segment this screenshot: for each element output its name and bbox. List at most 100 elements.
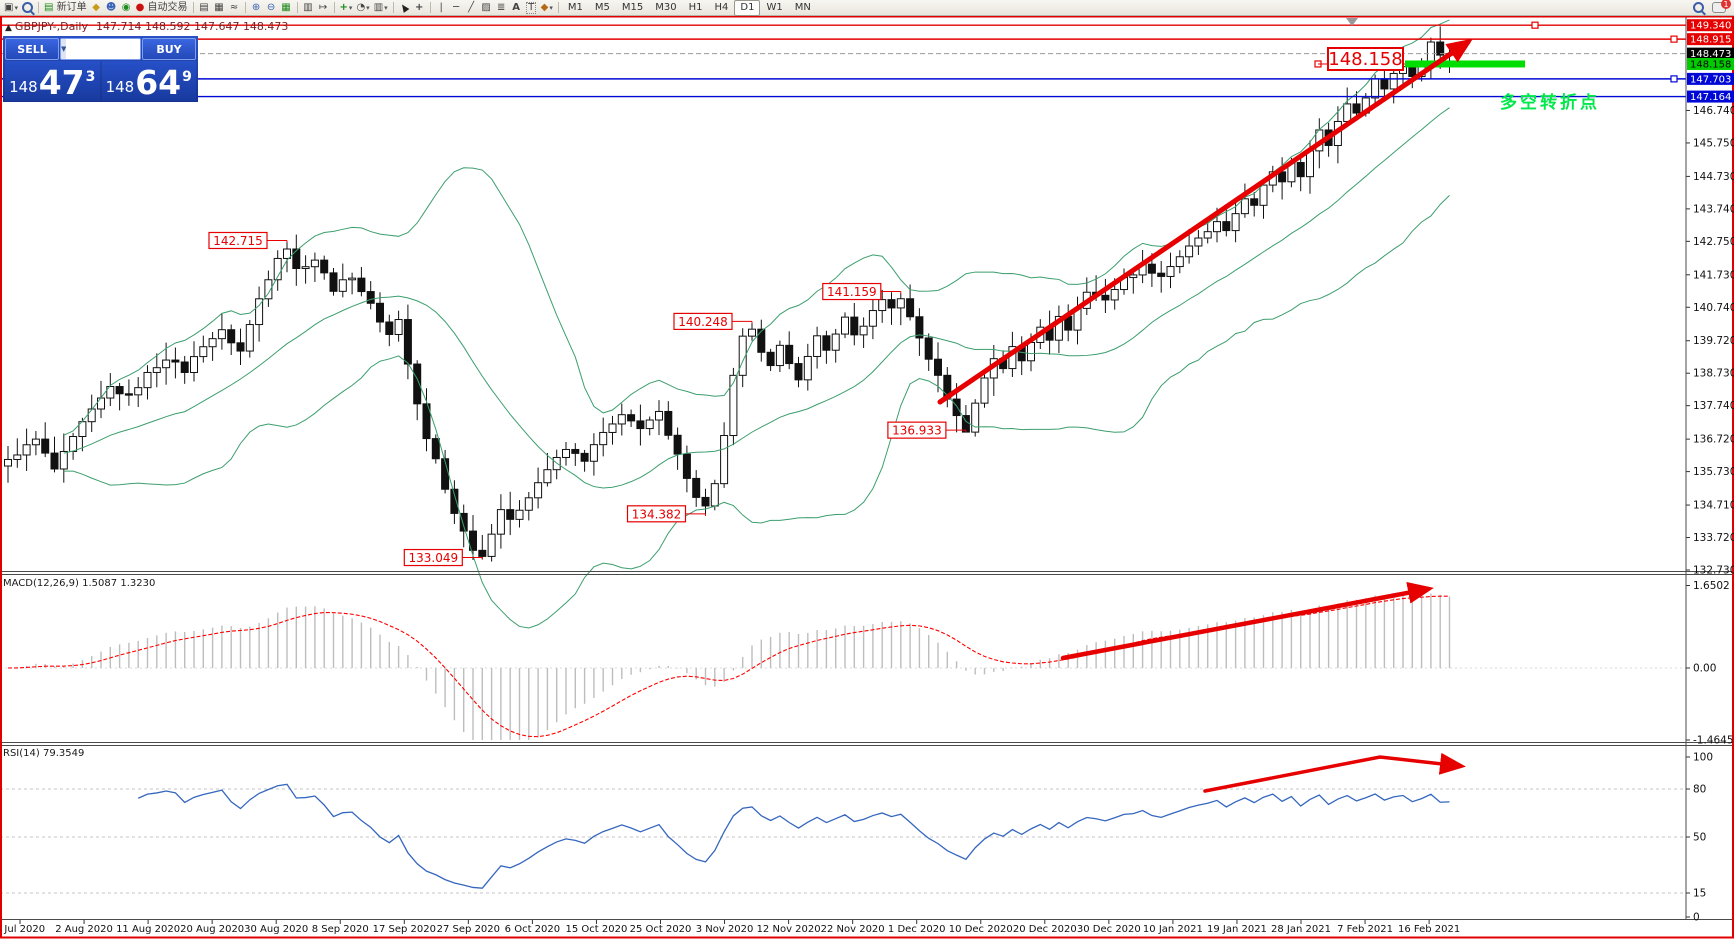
svg-text:50: 50 <box>1693 832 1706 844</box>
svg-text:140.740: 140.740 <box>1693 302 1734 314</box>
indicators-button[interactable]: + ▾ <box>338 1 355 15</box>
buy-price[interactable]: 148 64 9 <box>101 61 196 101</box>
chat-button[interactable]: 1 <box>1712 0 1731 13</box>
svg-text:80: 80 <box>1693 784 1706 796</box>
chevron-down-icon: ▾ <box>549 3 553 12</box>
svg-text:100: 100 <box>1693 752 1713 764</box>
price-callout <box>403 548 463 567</box>
toolbar-separator <box>244 2 246 13</box>
sell-button[interactable]: SELL <box>5 38 59 60</box>
fibonacci-button[interactable]: ≣ <box>494 1 509 15</box>
price-callout <box>887 421 947 439</box>
svg-text:12 Nov 2020: 12 Nov 2020 <box>757 924 821 935</box>
tab-timeframe-m1[interactable]: M1 <box>567 2 583 13</box>
auto-scroll-icon: ▥ <box>303 1 313 13</box>
styles-button[interactable]: ◆ <box>89 1 104 15</box>
accounts-button[interactable]: ☻ <box>104 1 119 15</box>
svg-text:22 Nov 2020: 22 Nov 2020 <box>821 924 885 935</box>
price-callout <box>626 505 687 523</box>
cursor-button[interactable]: ▲ <box>397 1 412 15</box>
crosshair-button[interactable]: + <box>412 1 427 15</box>
zoom-out-icon: ⊖ <box>266 1 276 13</box>
candle-chart-button[interactable]: ▦ <box>212 1 227 15</box>
svg-text:148.915: 148.915 <box>1690 35 1731 46</box>
svg-text:15: 15 <box>1693 888 1706 900</box>
new-order-button[interactable]: ▤ 新订单 <box>42 1 89 15</box>
svg-text:19 Jan 2021: 19 Jan 2021 <box>1207 924 1267 935</box>
tab-timeframe-w1[interactable]: W1 <box>766 2 783 13</box>
svg-text:2 Aug 2020: 2 Aug 2020 <box>55 924 113 935</box>
sell-price-sup: 3 <box>85 69 96 85</box>
svg-text:17 Sep 2020: 17 Sep 2020 <box>373 924 436 935</box>
crosshair-icon: + <box>414 1 424 13</box>
rsi-name: RSI(14) <box>3 748 40 759</box>
ohlc-values: 147.714 148.592 147.647 148.473 <box>95 20 289 33</box>
svg-text:145.750: 145.750 <box>1693 137 1734 149</box>
symbol-title: GBPJPY-,Daily <box>14 20 88 33</box>
one-click-trading-panel: SELL ▼ ▲ BUY 148 47 3 148 64 9 <box>3 36 198 102</box>
price-callout <box>822 282 882 301</box>
vertical-line-icon: | <box>439 1 443 13</box>
chart-title: ▲ GBPJPY-,Daily 147.714 148.592 147.647 14… <box>5 20 288 33</box>
volume-down-button[interactable]: ▼ <box>61 39 67 59</box>
autotrade-button[interactable]: ● 自动交易 <box>134 1 190 15</box>
search-button[interactable] <box>1691 1 1706 15</box>
svg-text:141.730: 141.730 <box>1693 269 1734 281</box>
rsi-indicator-label: RSI(14) 79.3549 <box>3 748 84 759</box>
text-button[interactable]: A <box>509 1 524 15</box>
price-callout <box>673 312 733 331</box>
tab-timeframe-d1[interactable]: D1 <box>734 0 761 16</box>
tab-timeframe-m5[interactable]: M5 <box>594 2 610 13</box>
price-callout-text: 140.248 <box>678 315 728 329</box>
svg-text:28 Jan 2021: 28 Jan 2021 <box>1271 924 1331 935</box>
svg-text:142.750: 142.750 <box>1693 236 1734 248</box>
zoom-in-button[interactable]: ⊕ <box>249 1 264 15</box>
auto-scroll-button[interactable]: ▥ <box>301 1 316 15</box>
svg-text:146.740: 146.740 <box>1693 105 1734 117</box>
svg-text:134.710: 134.710 <box>1693 500 1734 512</box>
new-chart-button[interactable]: ▣ ▾ <box>2 1 20 15</box>
tab-timeframe-m30[interactable]: M30 <box>655 2 677 13</box>
templates-button[interactable]: ▥ ▾ <box>372 1 390 15</box>
hline-button[interactable]: ─ <box>449 1 464 15</box>
buy-button[interactable]: BUY <box>142 38 196 60</box>
signals-button[interactable]: ◉ <box>119 1 134 15</box>
svg-text:10 Jan 2021: 10 Jan 2021 <box>1143 924 1203 935</box>
sell-price[interactable]: 148 47 3 <box>5 61 100 101</box>
main-toolbar: ▣ ▾ ▤ 新订单 ◆ ☻ ◉ ● 自动交易 ▤ ▦ ≈ ⊕ ⊖ ▦ ▥ ↦ + ▾… <box>0 0 1734 16</box>
volume-input[interactable] <box>66 39 140 59</box>
tab-timeframe-h1[interactable]: H1 <box>688 2 703 13</box>
svg-text:30 Dec 2020: 30 Dec 2020 <box>1077 924 1141 935</box>
svg-text:16 Feb 2021: 16 Feb 2021 <box>1398 924 1460 935</box>
new-order-icon: ▤ <box>43 1 54 13</box>
svg-text:3 Nov 2020: 3 Nov 2020 <box>696 924 754 935</box>
tab-timeframe-m15[interactable]: M15 <box>621 2 644 13</box>
text-label-button[interactable]: T <box>524 1 539 15</box>
svg-text:147.703: 147.703 <box>1690 74 1731 85</box>
bar-chart-button[interactable]: ▤ <box>197 1 212 15</box>
line-chart-button[interactable]: ≈ <box>227 1 242 15</box>
svg-text:3 Jul 2020: 3 Jul 2020 <box>0 924 45 935</box>
add-indicator-icon: + <box>339 1 348 13</box>
zoom-out-button[interactable]: ⊖ <box>264 1 279 15</box>
shift-end-button[interactable]: ↦ <box>316 1 331 15</box>
tile-windows-button[interactable]: ▦ <box>279 1 294 15</box>
shapes-button[interactable]: ◆ ▾ <box>539 1 555 15</box>
toolbar-separator <box>557 2 559 13</box>
trendline-button[interactable]: ╱ <box>464 1 479 15</box>
tab-timeframe-h4[interactable]: H4 <box>714 2 729 13</box>
channel-button[interactable]: ▨ <box>479 1 494 15</box>
price-callout-text: 133.049 <box>408 551 458 565</box>
toolbar-separator <box>392 2 394 13</box>
price-callout-148158[interactable]: 148.158 <box>1327 47 1404 71</box>
svg-text:137.740: 137.740 <box>1693 400 1734 412</box>
tab-timeframe-mn[interactable]: MN <box>794 2 811 13</box>
svg-text:15 Oct 2020: 15 Oct 2020 <box>566 924 628 935</box>
svg-text:133.720: 133.720 <box>1693 532 1734 544</box>
periods-button[interactable]: ◔ ▾ <box>354 1 371 15</box>
profiles-button[interactable] <box>20 1 35 15</box>
chart-note-text[interactable]: 多空转折点 <box>1500 93 1600 113</box>
vline-button[interactable]: | <box>434 1 449 15</box>
autotrade-icon: ● <box>135 1 145 13</box>
